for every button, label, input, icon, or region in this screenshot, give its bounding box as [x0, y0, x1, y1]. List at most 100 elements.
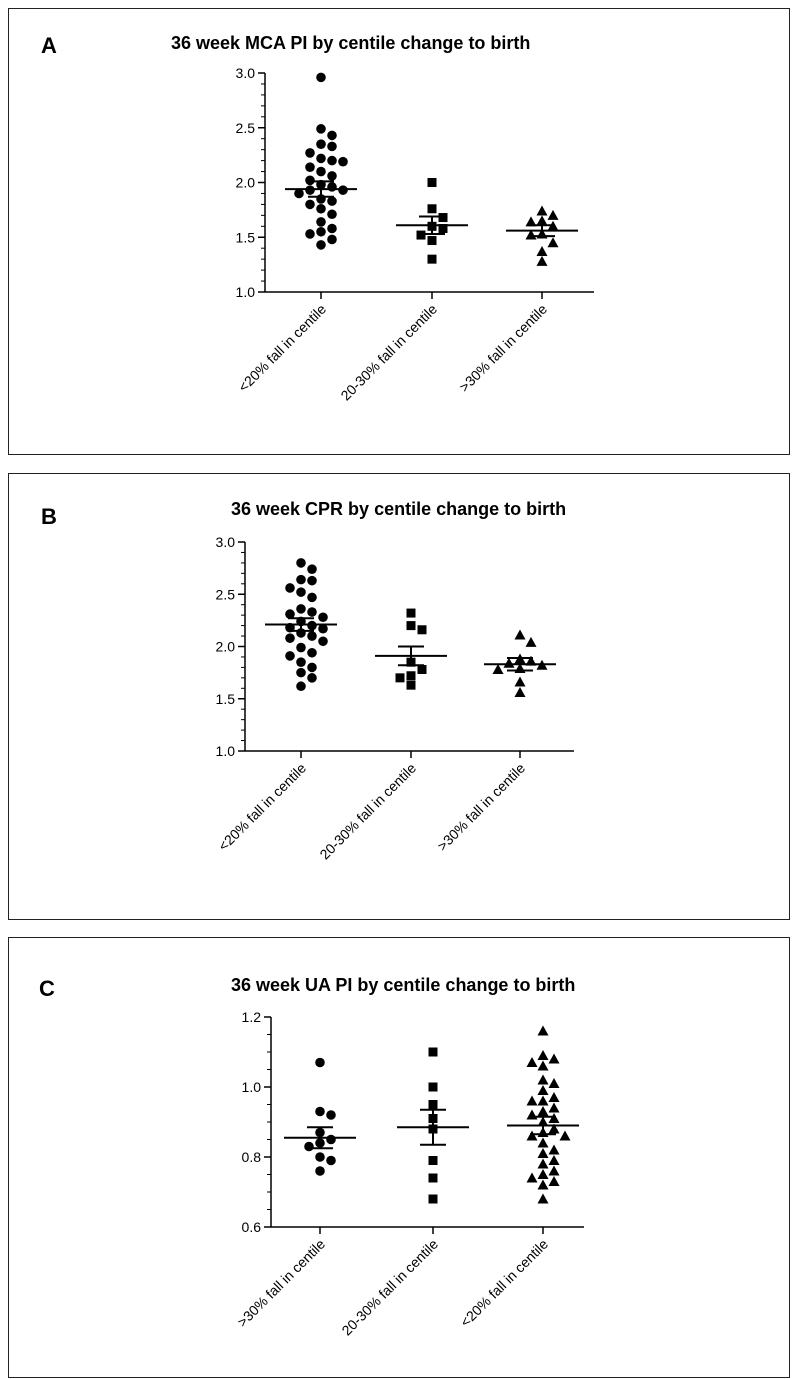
- data-point: [514, 676, 526, 687]
- data-point: [285, 609, 295, 619]
- data-point: [427, 254, 437, 264]
- panel-a: A 36 week MCA PI by centile change to bi…: [8, 8, 790, 455]
- data-point: [316, 203, 326, 214]
- data-point: [285, 583, 295, 593]
- data-point: [307, 607, 317, 617]
- data-point: [326, 1134, 336, 1145]
- data-point: [536, 215, 548, 226]
- data-point: [537, 1060, 549, 1071]
- data-point: [525, 636, 537, 647]
- data-point: [318, 612, 328, 623]
- data-point: [537, 1085, 549, 1095]
- data-point: [548, 1123, 560, 1134]
- data-point: [285, 651, 295, 661]
- data-point: [305, 175, 315, 186]
- data-point: [428, 1047, 438, 1057]
- data-point: [536, 255, 548, 266]
- data-point: [428, 1173, 438, 1183]
- data-point: [296, 558, 306, 568]
- panel-a-title: 36 week MCA PI by centile change to birt…: [171, 33, 531, 53]
- data-point: [315, 1106, 325, 1117]
- data-point: [536, 245, 548, 256]
- data-point: [307, 673, 317, 683]
- data-point: [548, 1053, 560, 1064]
- data-point: [525, 216, 537, 227]
- data-point: [537, 1137, 549, 1148]
- data-point: [305, 162, 315, 172]
- panel-c: C 36 week UA PI by centile change to bir…: [8, 937, 790, 1378]
- x-tick-label: 20-30% fall in centile: [316, 760, 419, 863]
- y-tick-label: 1.0: [242, 1079, 262, 1095]
- panel-b-title: 36 week CPR by centile change to birth: [231, 499, 567, 519]
- data-point: [548, 1155, 560, 1165]
- data-point: [327, 182, 337, 192]
- data-point: [526, 1130, 538, 1141]
- data-point: [305, 229, 315, 239]
- data-point: [316, 72, 326, 83]
- data-point: [327, 130, 337, 141]
- y-tick-label: 2.0: [236, 175, 256, 191]
- data-point: [526, 1057, 538, 1067]
- x-tick-label: <20% fall in centile: [215, 760, 309, 854]
- data-point: [316, 217, 326, 227]
- data-point: [537, 1106, 549, 1116]
- data-point: [417, 625, 427, 635]
- data-point: [307, 564, 317, 574]
- data-point: [406, 621, 416, 631]
- data-point: [406, 608, 416, 618]
- data-point: [536, 205, 548, 216]
- panel-c-chart: 0.6 0.8 1.0 1.2 >30% fall in centile 20-30% f…: [234, 1009, 584, 1339]
- y-tick-label: 1.0: [236, 284, 256, 300]
- data-point: [416, 230, 426, 240]
- data-point: [318, 623, 328, 634]
- data-point: [526, 1172, 538, 1183]
- data-point: [548, 1102, 560, 1113]
- data-point: [428, 1100, 438, 1109]
- data-point: [315, 1057, 325, 1068]
- data-point: [547, 237, 559, 248]
- data-point: [315, 1152, 325, 1162]
- data-point: [327, 223, 337, 234]
- data-point: [428, 1082, 438, 1092]
- x-tick-label: 20-30% fall in centile: [337, 301, 440, 404]
- y-tick-label: 1.5: [236, 229, 256, 245]
- panel-b-letter: B: [41, 504, 57, 529]
- data-point: [428, 1156, 438, 1165]
- data-point: [503, 657, 515, 668]
- data-point: [559, 1130, 571, 1141]
- data-point: [316, 226, 326, 237]
- x-tick-label: >30% fall in centile: [234, 1236, 328, 1330]
- panel-c-letter: C: [39, 976, 55, 1001]
- x-tick-label: <20% fall in centile: [457, 1236, 551, 1330]
- x-tick-label: 20-30% fall in centile: [338, 1236, 441, 1339]
- panel-a-letter: A: [41, 33, 57, 58]
- data-point: [537, 1179, 549, 1190]
- data-point: [327, 196, 337, 206]
- data-point: [307, 662, 317, 673]
- data-point: [548, 1113, 560, 1123]
- data-point: [296, 667, 306, 678]
- data-point: [537, 1050, 549, 1060]
- data-point: [438, 223, 448, 233]
- data-point: [296, 574, 306, 585]
- data-point: [327, 155, 337, 166]
- data-point: [307, 631, 317, 641]
- data-point: [296, 587, 306, 597]
- data-point: [547, 209, 559, 220]
- data-point: [338, 156, 348, 167]
- data-point: [316, 153, 326, 164]
- y-tick-label: 0.8: [242, 1149, 262, 1165]
- x-tick-label: >30% fall in centile: [456, 301, 550, 395]
- x-tick-label: <20% fall in centile: [235, 301, 329, 395]
- data-point: [316, 139, 326, 149]
- y-tick-label: 2.5: [216, 586, 236, 602]
- data-point: [438, 213, 448, 223]
- data-point: [307, 647, 317, 658]
- data-point: [316, 166, 326, 177]
- data-point: [285, 633, 295, 643]
- y-tick-label: 0.6: [242, 1219, 262, 1235]
- data-point: [307, 575, 317, 586]
- data-point: [406, 671, 416, 681]
- data-point: [304, 1141, 314, 1152]
- data-point: [406, 680, 416, 690]
